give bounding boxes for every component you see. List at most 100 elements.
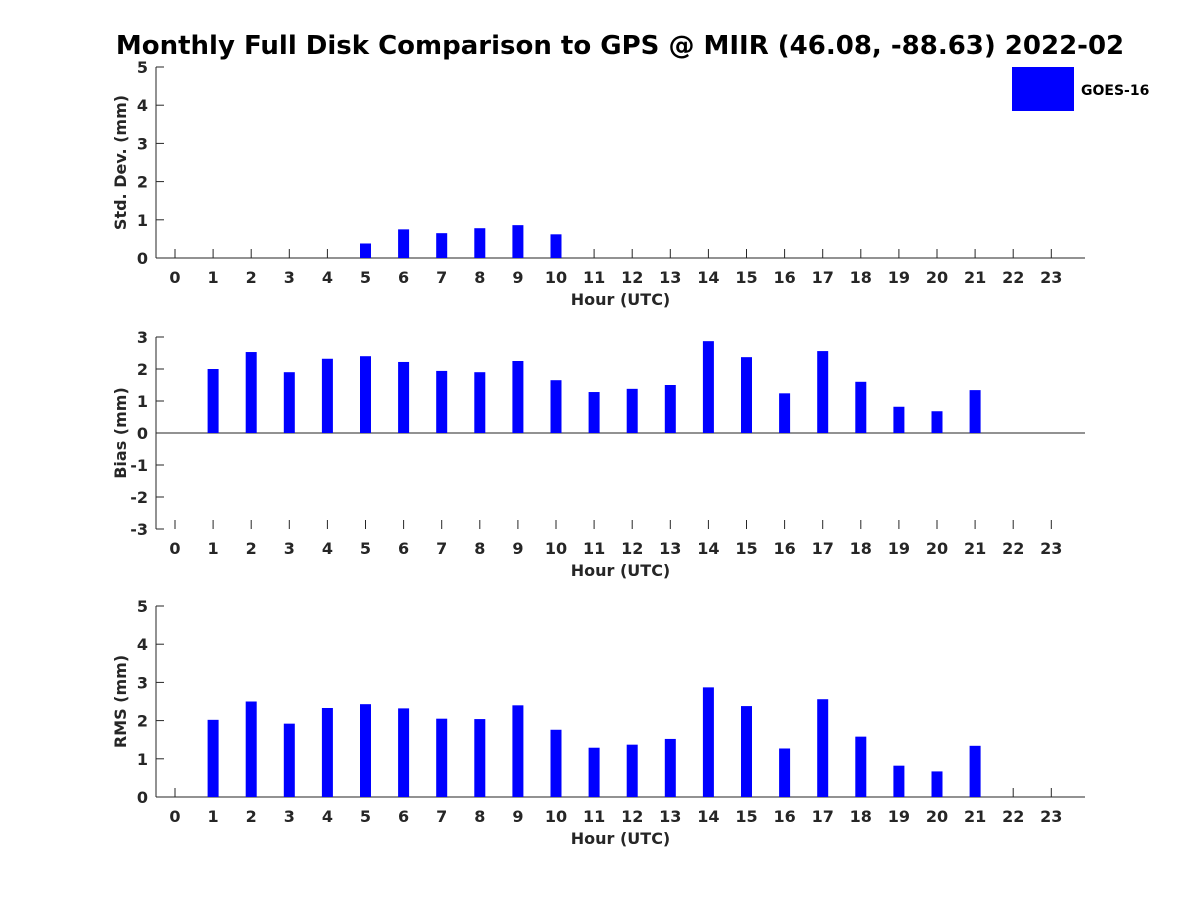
bar-bias-hour-7	[436, 370, 448, 433]
x-tick-label: 5	[360, 268, 371, 287]
bar-rms-hour-17	[817, 699, 829, 797]
bar-bias-hour-12	[626, 388, 638, 433]
y-tick-label: 5	[137, 597, 148, 616]
bar-std-dev-hour-9	[512, 225, 524, 258]
bar-rms-hour-1	[207, 719, 219, 797]
x-tick-label: 13	[659, 539, 681, 558]
x-axis-label: Hour (UTC)	[571, 829, 671, 848]
y-axis-label: RMS (mm)	[111, 655, 130, 748]
x-tick-label: 18	[850, 268, 872, 287]
x-tick-label: 11	[583, 539, 605, 558]
x-tick-label: 11	[583, 807, 605, 826]
x-tick-label: 4	[322, 539, 333, 558]
bar-rms-hour-8	[474, 719, 486, 797]
x-tick-label: 21	[964, 268, 986, 287]
bar-rms-hour-6	[398, 708, 410, 797]
x-tick-label: 3	[284, 807, 295, 826]
bar-rms-hour-5	[360, 704, 371, 797]
x-tick-label: 5	[360, 539, 371, 558]
bar-rms-hour-11	[588, 747, 600, 797]
bar-std-dev-hour-6	[398, 229, 410, 258]
y-tick-label: 3	[137, 673, 148, 692]
y-tick-label: 0	[137, 249, 148, 268]
x-tick-label: 20	[926, 268, 948, 287]
x-tick-label: 0	[169, 268, 180, 287]
x-tick-label: 10	[545, 807, 567, 826]
x-tick-label: 20	[926, 539, 948, 558]
bar-rms-hour-3	[283, 723, 295, 797]
bar-rms-hour-15	[741, 706, 752, 797]
bar-std-dev-hour-7	[436, 233, 448, 258]
bar-rms-hour-21	[969, 745, 981, 797]
bar-rms-hour-13	[664, 738, 676, 797]
bar-bias-hour-19	[893, 406, 905, 433]
bar-bias-hour-3	[283, 372, 295, 433]
x-tick-label: 17	[812, 807, 834, 826]
bar-bias-hour-17	[817, 351, 829, 433]
x-tick-label: 8	[474, 807, 485, 826]
x-tick-label: 2	[246, 268, 257, 287]
bar-bias-hour-6	[398, 361, 410, 433]
y-tick-label: 4	[137, 96, 148, 115]
x-tick-label: 23	[1040, 539, 1062, 558]
y-tick-label: 3	[137, 328, 148, 347]
y-tick-label: 2	[137, 712, 148, 731]
bar-rms-hour-16	[779, 748, 791, 797]
bar-rms-hour-10	[550, 729, 562, 797]
x-tick-label: 9	[512, 268, 523, 287]
x-tick-label: 8	[474, 539, 485, 558]
bar-rms-hour-14	[702, 687, 714, 797]
legend-swatch-goes-16	[1012, 67, 1074, 111]
bar-bias-hour-20	[931, 411, 943, 433]
y-tick-label: -1	[130, 456, 148, 475]
x-tick-label: 5	[360, 807, 371, 826]
bar-bias-hour-15	[741, 357, 752, 433]
x-tick-label: 10	[545, 539, 567, 558]
x-tick-label: 14	[697, 539, 719, 558]
x-tick-label: 7	[436, 539, 447, 558]
bar-rms-hour-12	[626, 744, 638, 797]
bar-bias-hour-18	[855, 381, 867, 433]
x-tick-label: 23	[1040, 807, 1062, 826]
x-tick-label: 15	[735, 268, 757, 287]
bar-rms-hour-19	[893, 765, 905, 797]
x-tick-label: 0	[169, 539, 180, 558]
x-tick-label: 11	[583, 268, 605, 287]
x-tick-label: 6	[398, 539, 409, 558]
x-tick-label: 1	[208, 268, 219, 287]
x-tick-label: 9	[512, 539, 523, 558]
x-tick-label: 2	[246, 539, 257, 558]
x-tick-label: 0	[169, 807, 180, 826]
y-tick-label: 0	[137, 788, 148, 807]
bar-bias-hour-21	[969, 390, 981, 433]
x-tick-label: 22	[1002, 807, 1024, 826]
bar-bias-hour-9	[512, 361, 524, 433]
bar-std-dev-hour-10	[550, 234, 562, 258]
x-tick-label: 18	[850, 807, 872, 826]
x-tick-label: 15	[735, 539, 757, 558]
legend: GOES-16	[1012, 67, 1149, 111]
x-tick-label: 9	[512, 807, 523, 826]
x-tick-label: 22	[1002, 268, 1024, 287]
x-tick-label: 21	[964, 807, 986, 826]
bar-bias-hour-4	[321, 358, 333, 433]
y-tick-label: 1	[137, 750, 148, 769]
x-tick-label: 14	[697, 807, 719, 826]
bar-bias-hour-1	[207, 369, 219, 433]
bar-bias-hour-2	[245, 352, 257, 433]
x-tick-label: 20	[926, 807, 948, 826]
x-tick-label: 21	[964, 539, 986, 558]
y-axis-label: Bias (mm)	[111, 387, 130, 479]
x-tick-label: 1	[208, 539, 219, 558]
y-tick-label: -3	[130, 520, 148, 539]
x-tick-label: 8	[474, 268, 485, 287]
y-tick-label: 4	[137, 635, 148, 654]
x-tick-label: 1	[208, 807, 219, 826]
x-tick-label: 19	[888, 539, 910, 558]
x-tick-label: 16	[773, 539, 795, 558]
